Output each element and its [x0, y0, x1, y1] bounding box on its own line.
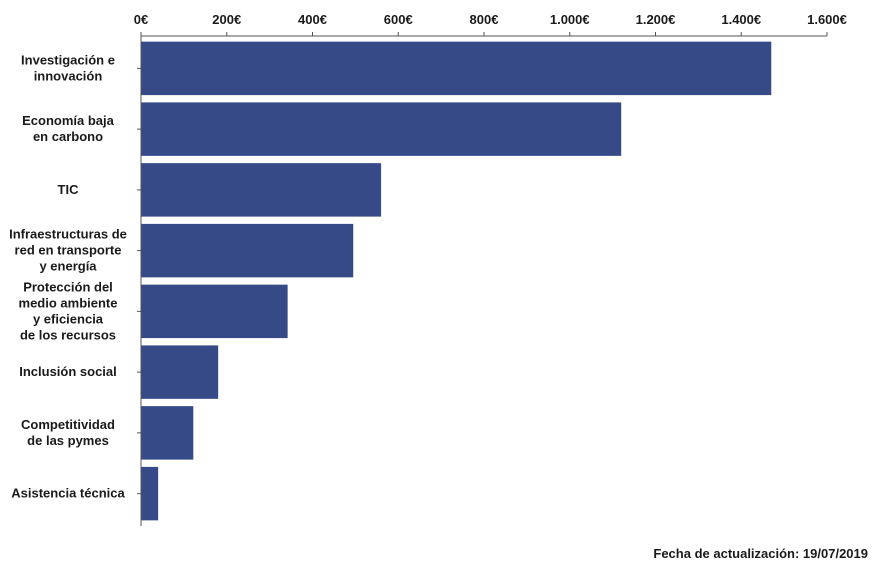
bars — [137, 41, 772, 521]
category-label-line: red en transporte — [15, 243, 122, 258]
category-label-line: Infraestructuras de — [9, 227, 127, 242]
x-tick-label: 200€ — [212, 12, 241, 27]
update-date-note: Fecha de actualización: 19/07/2019 — [653, 546, 868, 561]
bar — [141, 163, 382, 217]
category-label-line: en carbono — [33, 129, 103, 144]
category-label: TIC — [58, 182, 80, 197]
category-label: Protección del medio ambiente y eficiencia… — [19, 279, 118, 342]
category-label-line: Competitividad — [21, 417, 115, 432]
category-label-line: de las pymes — [27, 433, 109, 448]
x-tick-label: 1.400€ — [721, 12, 761, 27]
x-tick-label: 1.600€ — [807, 12, 847, 27]
bar — [141, 345, 219, 399]
category-label-line: medio ambiente — [19, 295, 118, 310]
category-label-line: y energía — [39, 259, 97, 274]
category-label: Competitividad de las pymes — [21, 417, 115, 448]
x-tick-label: 1.000€ — [550, 12, 590, 27]
category-label-line: TIC — [58, 182, 80, 197]
x-tick-label: 400€ — [298, 12, 327, 27]
category-label: Investigación e innovación — [21, 52, 115, 83]
x-tick-label: 0€ — [134, 12, 148, 27]
category-label-line: Inclusión social — [19, 364, 117, 379]
category-label-line: Investigación e — [21, 52, 115, 67]
bar — [141, 284, 288, 339]
category-label: Inclusión social — [19, 364, 117, 379]
category-labels: Investigación e innovación Economía baja en… — [9, 52, 127, 500]
category-label-line: de los recursos — [20, 327, 116, 342]
category-label-line: innovación — [34, 68, 103, 83]
bar — [141, 466, 159, 521]
category-label-line: Asistencia técnica — [11, 486, 125, 501]
category-label: Infraestructuras de red en transporte y en… — [9, 227, 127, 274]
x-tick-label: 1.200€ — [636, 12, 676, 27]
bar — [141, 102, 622, 156]
bar — [141, 223, 354, 278]
category-label: Economía baja en carbono — [22, 113, 115, 144]
category-label: Asistencia técnica — [11, 486, 125, 501]
x-tick-label: 600€ — [384, 12, 413, 27]
bar — [141, 406, 194, 460]
category-label-line: y eficiencia — [33, 311, 104, 326]
x-tick-label: 800€ — [470, 12, 499, 27]
x-axis: 0€ 200€ 400€ 600€ 800€ 1.000€ 1.200€ 1.400€ 1.60… — [134, 12, 847, 37]
category-label-line: Protección del — [23, 279, 113, 294]
category-label-line: Economía baja — [22, 113, 115, 128]
bar — [141, 41, 772, 96]
